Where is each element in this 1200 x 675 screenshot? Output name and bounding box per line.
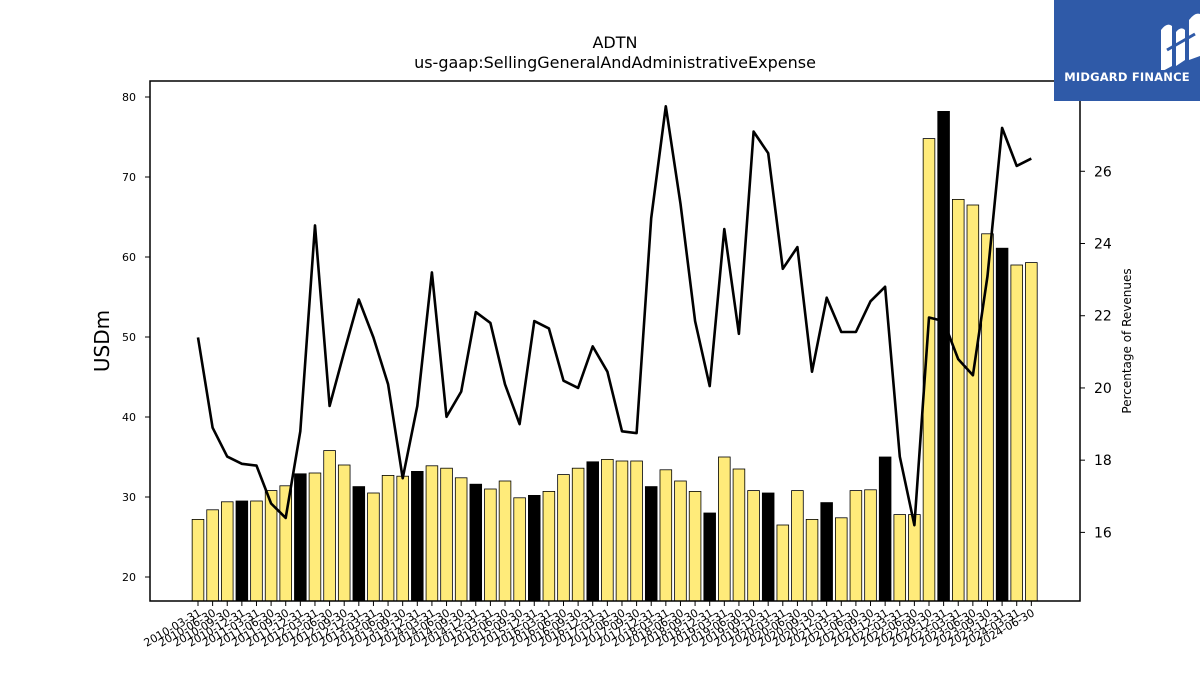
- bar-2010-06-30: [206, 509, 219, 602]
- y2-tick-label-22: 22: [1094, 309, 1112, 325]
- bar-2018-12-31: [703, 512, 716, 602]
- bar-2021-06-30: [849, 490, 863, 602]
- y2-tick-label-16: 16: [1094, 525, 1112, 541]
- bar-2014-06-30: [440, 467, 453, 602]
- bar-2010-09-30: [220, 501, 234, 602]
- chart-title: ADTN: [592, 33, 637, 52]
- bar-2020-12-31: [820, 502, 833, 602]
- bar-2013-03-31: [367, 492, 380, 602]
- y-tick-label-50: 50: [122, 331, 136, 344]
- y2-tick-label-20: 20: [1094, 381, 1112, 397]
- x-axis: 2010-03-312010-06-302010-09-302010-12-31…: [142, 601, 1037, 650]
- bar-2016-03-31: [542, 490, 556, 602]
- y-tick-label-70: 70: [122, 171, 136, 184]
- bar-2012-09-30: [337, 464, 351, 602]
- line-series: [196, 105, 1032, 527]
- bar-2021-09-30: [864, 489, 877, 602]
- bar-2015-03-31: [484, 488, 497, 602]
- y2-tick-label-24: 24: [1094, 237, 1112, 253]
- bar-2022-06-30: [908, 514, 921, 602]
- bar-2017-06-30: [615, 460, 629, 602]
- bar-2020-06-30: [791, 490, 804, 602]
- y-tick-label-80: 80: [122, 91, 136, 104]
- bar-2019-09-30: [747, 490, 760, 602]
- bar-2016-12-31: [586, 461, 599, 602]
- bar-2019-12-31: [761, 492, 775, 602]
- bar-2020-09-30: [805, 519, 819, 602]
- bar-2018-06-30: [674, 480, 687, 602]
- y2-axis-label: Percentage of Revenues: [1120, 268, 1134, 413]
- bar-2016-06-30: [557, 474, 570, 602]
- y-axis-left: 20 30 40 50 60 70 80: [122, 91, 150, 584]
- bar-2018-09-30: [688, 490, 702, 602]
- bar-2013-09-30: [396, 475, 409, 602]
- brand-logo: MIDGARD FINANCE: [1054, 0, 1200, 101]
- bar-2021-12-31: [878, 456, 892, 602]
- bar-2010-03-31: [191, 519, 205, 602]
- bar-2022-03-31: [893, 514, 907, 602]
- bar-2023-09-30: [981, 233, 994, 602]
- bar-2011-03-31: [250, 500, 263, 602]
- brand-name: MIDGARD FINANCE: [1064, 70, 1190, 84]
- bar-2016-09-30: [571, 467, 585, 602]
- bar-2015-06-30: [498, 480, 512, 602]
- chart-subtitle: us-gaap:SellingGeneralAndAdministrativeE…: [414, 53, 816, 72]
- bar-2015-09-30: [513, 497, 526, 602]
- bar-2023-12-31: [995, 247, 1009, 602]
- bar-2020-03-31: [776, 524, 790, 602]
- y-tick-label-20: 20: [122, 571, 136, 584]
- bar-2019-03-31: [718, 456, 731, 602]
- bar-2012-12-31: [352, 486, 366, 602]
- y-tick-label-30: 30: [122, 491, 136, 504]
- bar-2023-06-30: [966, 204, 980, 602]
- y2-tick-label-26: 26: [1094, 164, 1112, 180]
- bar-2010-12-31: [235, 500, 249, 602]
- bar-2023-03-31: [951, 198, 965, 602]
- midgard-m-logo-icon: [1161, 13, 1200, 70]
- y-axis-right: 16 18 20 22 24 26: [1080, 164, 1112, 541]
- bar-2015-12-31: [528, 494, 541, 602]
- bar-2018-03-31: [659, 469, 673, 602]
- bar-2014-03-31: [425, 465, 439, 602]
- bar-2011-12-31: [294, 473, 307, 602]
- bar-2024-06-30: [1025, 262, 1038, 602]
- y-tick-label-60: 60: [122, 251, 136, 264]
- bar-2017-03-31: [601, 458, 614, 602]
- y-axis-label: USDm: [90, 310, 114, 372]
- bar-2017-12-31: [644, 486, 658, 602]
- bar-2014-12-31: [469, 483, 483, 602]
- bar-2014-09-30: [454, 477, 468, 602]
- y2-tick-label-18: 18: [1094, 453, 1112, 469]
- bar-2019-06-30: [732, 468, 746, 602]
- bar-series: [191, 111, 1038, 602]
- bar-2017-09-30: [630, 460, 643, 602]
- plot-frame: [149, 80, 1081, 602]
- bar-2011-09-30: [279, 485, 292, 602]
- bar-2013-12-31: [411, 470, 424, 602]
- bar-2012-03-31: [308, 472, 322, 602]
- bar-2022-12-31: [937, 111, 950, 602]
- y-tick-label-40: 40: [122, 411, 136, 424]
- bar-2021-03-31: [835, 517, 848, 602]
- bar-2012-06-30: [323, 450, 336, 602]
- pct-revenue-line: [196, 105, 1032, 527]
- bar-2013-06-30: [381, 474, 395, 602]
- bar-2024-03-31: [1010, 264, 1023, 602]
